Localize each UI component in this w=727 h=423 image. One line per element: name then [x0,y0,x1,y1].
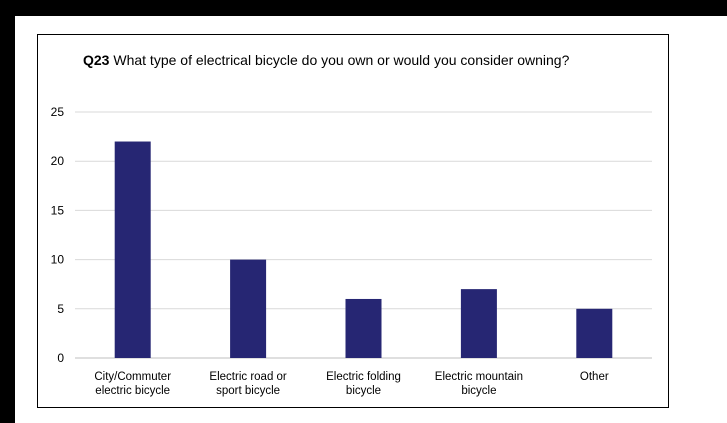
y-tick-label: 15 [51,203,65,217]
x-tick-label: Electric mountain bicycle [435,371,523,397]
x-tick-label: Electric folding bicycle [326,371,401,397]
y-tick-label: 10 [51,253,65,267]
chart-title: Q23 What type of electrical bicycle do y… [83,51,583,70]
bar [230,259,267,358]
x-tick-label: Other [580,371,609,383]
bar [114,141,151,358]
x-tick-label: City/Commuter electric bicycle [94,371,171,397]
y-tick-label: 0 [57,351,64,365]
x-tick-label: Electric road or sport bicycle [209,371,287,397]
y-tick-label: 5 [57,302,64,316]
left-border [12,16,15,423]
bar [460,289,497,358]
y-tick-label: 20 [51,154,65,168]
question-text: What type of electrical bicycle do you o… [113,52,570,68]
bar [576,308,613,358]
bar [345,298,382,358]
question-number: Q23 [83,52,110,68]
y-tick-label: 25 [51,105,65,119]
